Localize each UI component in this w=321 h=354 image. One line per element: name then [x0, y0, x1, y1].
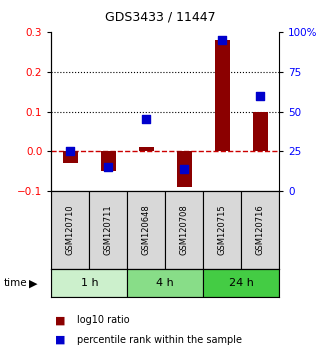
Text: log10 ratio: log10 ratio	[77, 315, 130, 325]
Bar	[89, 191, 127, 269]
Text: ■: ■	[55, 335, 65, 345]
Text: 24 h: 24 h	[229, 278, 254, 288]
Bar	[127, 191, 165, 269]
Text: GDS3433 / 11447: GDS3433 / 11447	[105, 11, 216, 24]
Point	[68, 149, 73, 154]
Bar	[203, 269, 279, 297]
Text: GSM120711: GSM120711	[104, 205, 113, 256]
Bar	[63, 152, 78, 163]
Text: GSM120648: GSM120648	[142, 205, 151, 256]
Text: GSM120708: GSM120708	[180, 205, 189, 256]
Point	[106, 164, 111, 170]
Bar	[51, 191, 89, 269]
Text: percentile rank within the sample: percentile rank within the sample	[77, 335, 242, 345]
Point	[220, 37, 225, 43]
Bar	[127, 269, 203, 297]
Bar	[139, 147, 154, 152]
Bar	[177, 152, 192, 187]
Bar	[101, 152, 116, 171]
Bar	[241, 191, 279, 269]
Bar	[215, 40, 230, 152]
Text: 1 h: 1 h	[81, 278, 98, 288]
Bar	[51, 269, 127, 297]
Bar	[253, 112, 268, 152]
Point	[182, 166, 187, 172]
Text: 4 h: 4 h	[156, 278, 174, 288]
Text: time: time	[3, 278, 27, 288]
Text: GSM120710: GSM120710	[66, 205, 75, 256]
Text: GSM120716: GSM120716	[256, 205, 265, 256]
Text: ▶: ▶	[30, 278, 38, 288]
Text: GSM120715: GSM120715	[218, 205, 227, 256]
Bar	[203, 191, 241, 269]
Point	[144, 117, 149, 122]
Point	[258, 93, 263, 98]
Text: ■: ■	[55, 315, 65, 325]
Bar	[165, 191, 203, 269]
